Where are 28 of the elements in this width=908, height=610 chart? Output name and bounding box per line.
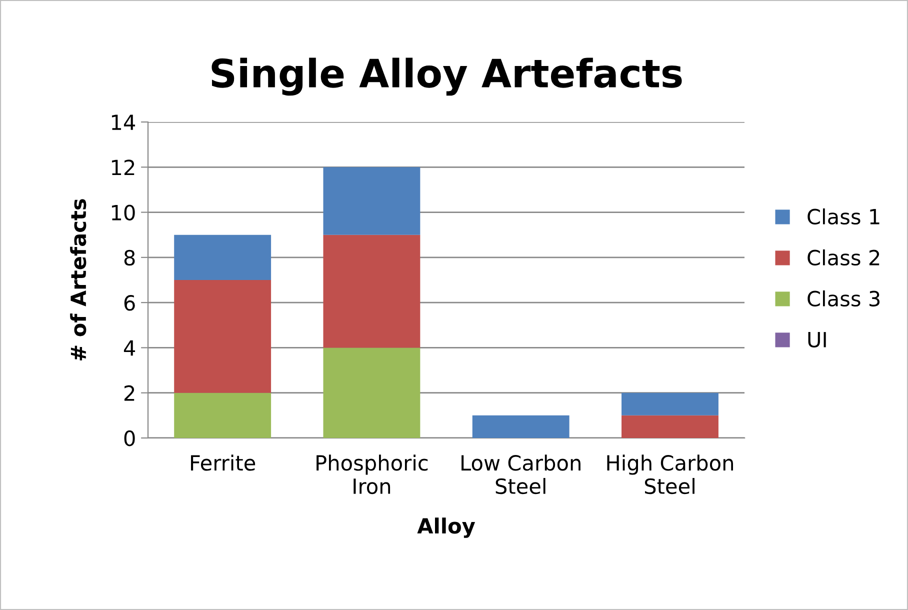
x-tick-label: Low Carbon Steel [462, 454, 580, 494]
chart-title: Single Alloy Artefacts [212, 58, 682, 96]
y-tick-label: 8 [124, 250, 135, 266]
legend-label: Class 3 [808, 290, 880, 307]
x-tick-label: Ferrite [191, 454, 256, 471]
bar [174, 280, 272, 393]
bar [323, 234, 420, 348]
bar [174, 392, 272, 438]
x-tick-label: High Carbon Steel [607, 454, 733, 494]
legend-label: UI [808, 332, 826, 348]
y-tick-label: 10 [112, 204, 135, 220]
legend-label: Class 1 [808, 208, 880, 225]
y-tick-label: 12 [112, 160, 134, 176]
y-tick-label: 14 [112, 114, 136, 130]
bar [622, 392, 718, 416]
y-tick-label: 6 [124, 295, 135, 311]
legend-label: Class 2 [808, 249, 880, 266]
y-tick-label: 0 [124, 430, 135, 446]
bar [622, 415, 718, 438]
bar [323, 348, 420, 438]
bar [472, 415, 570, 438]
x-tick-label: Phosphoric Iron [316, 454, 428, 494]
bar [174, 234, 272, 280]
bar [323, 167, 420, 235]
y-tick-label: 4 [124, 340, 136, 356]
y-tick-label: 2 [124, 385, 134, 401]
y-axis-title: # of Artefacts [70, 199, 86, 360]
x-axis-title: Alloy [417, 518, 476, 538]
